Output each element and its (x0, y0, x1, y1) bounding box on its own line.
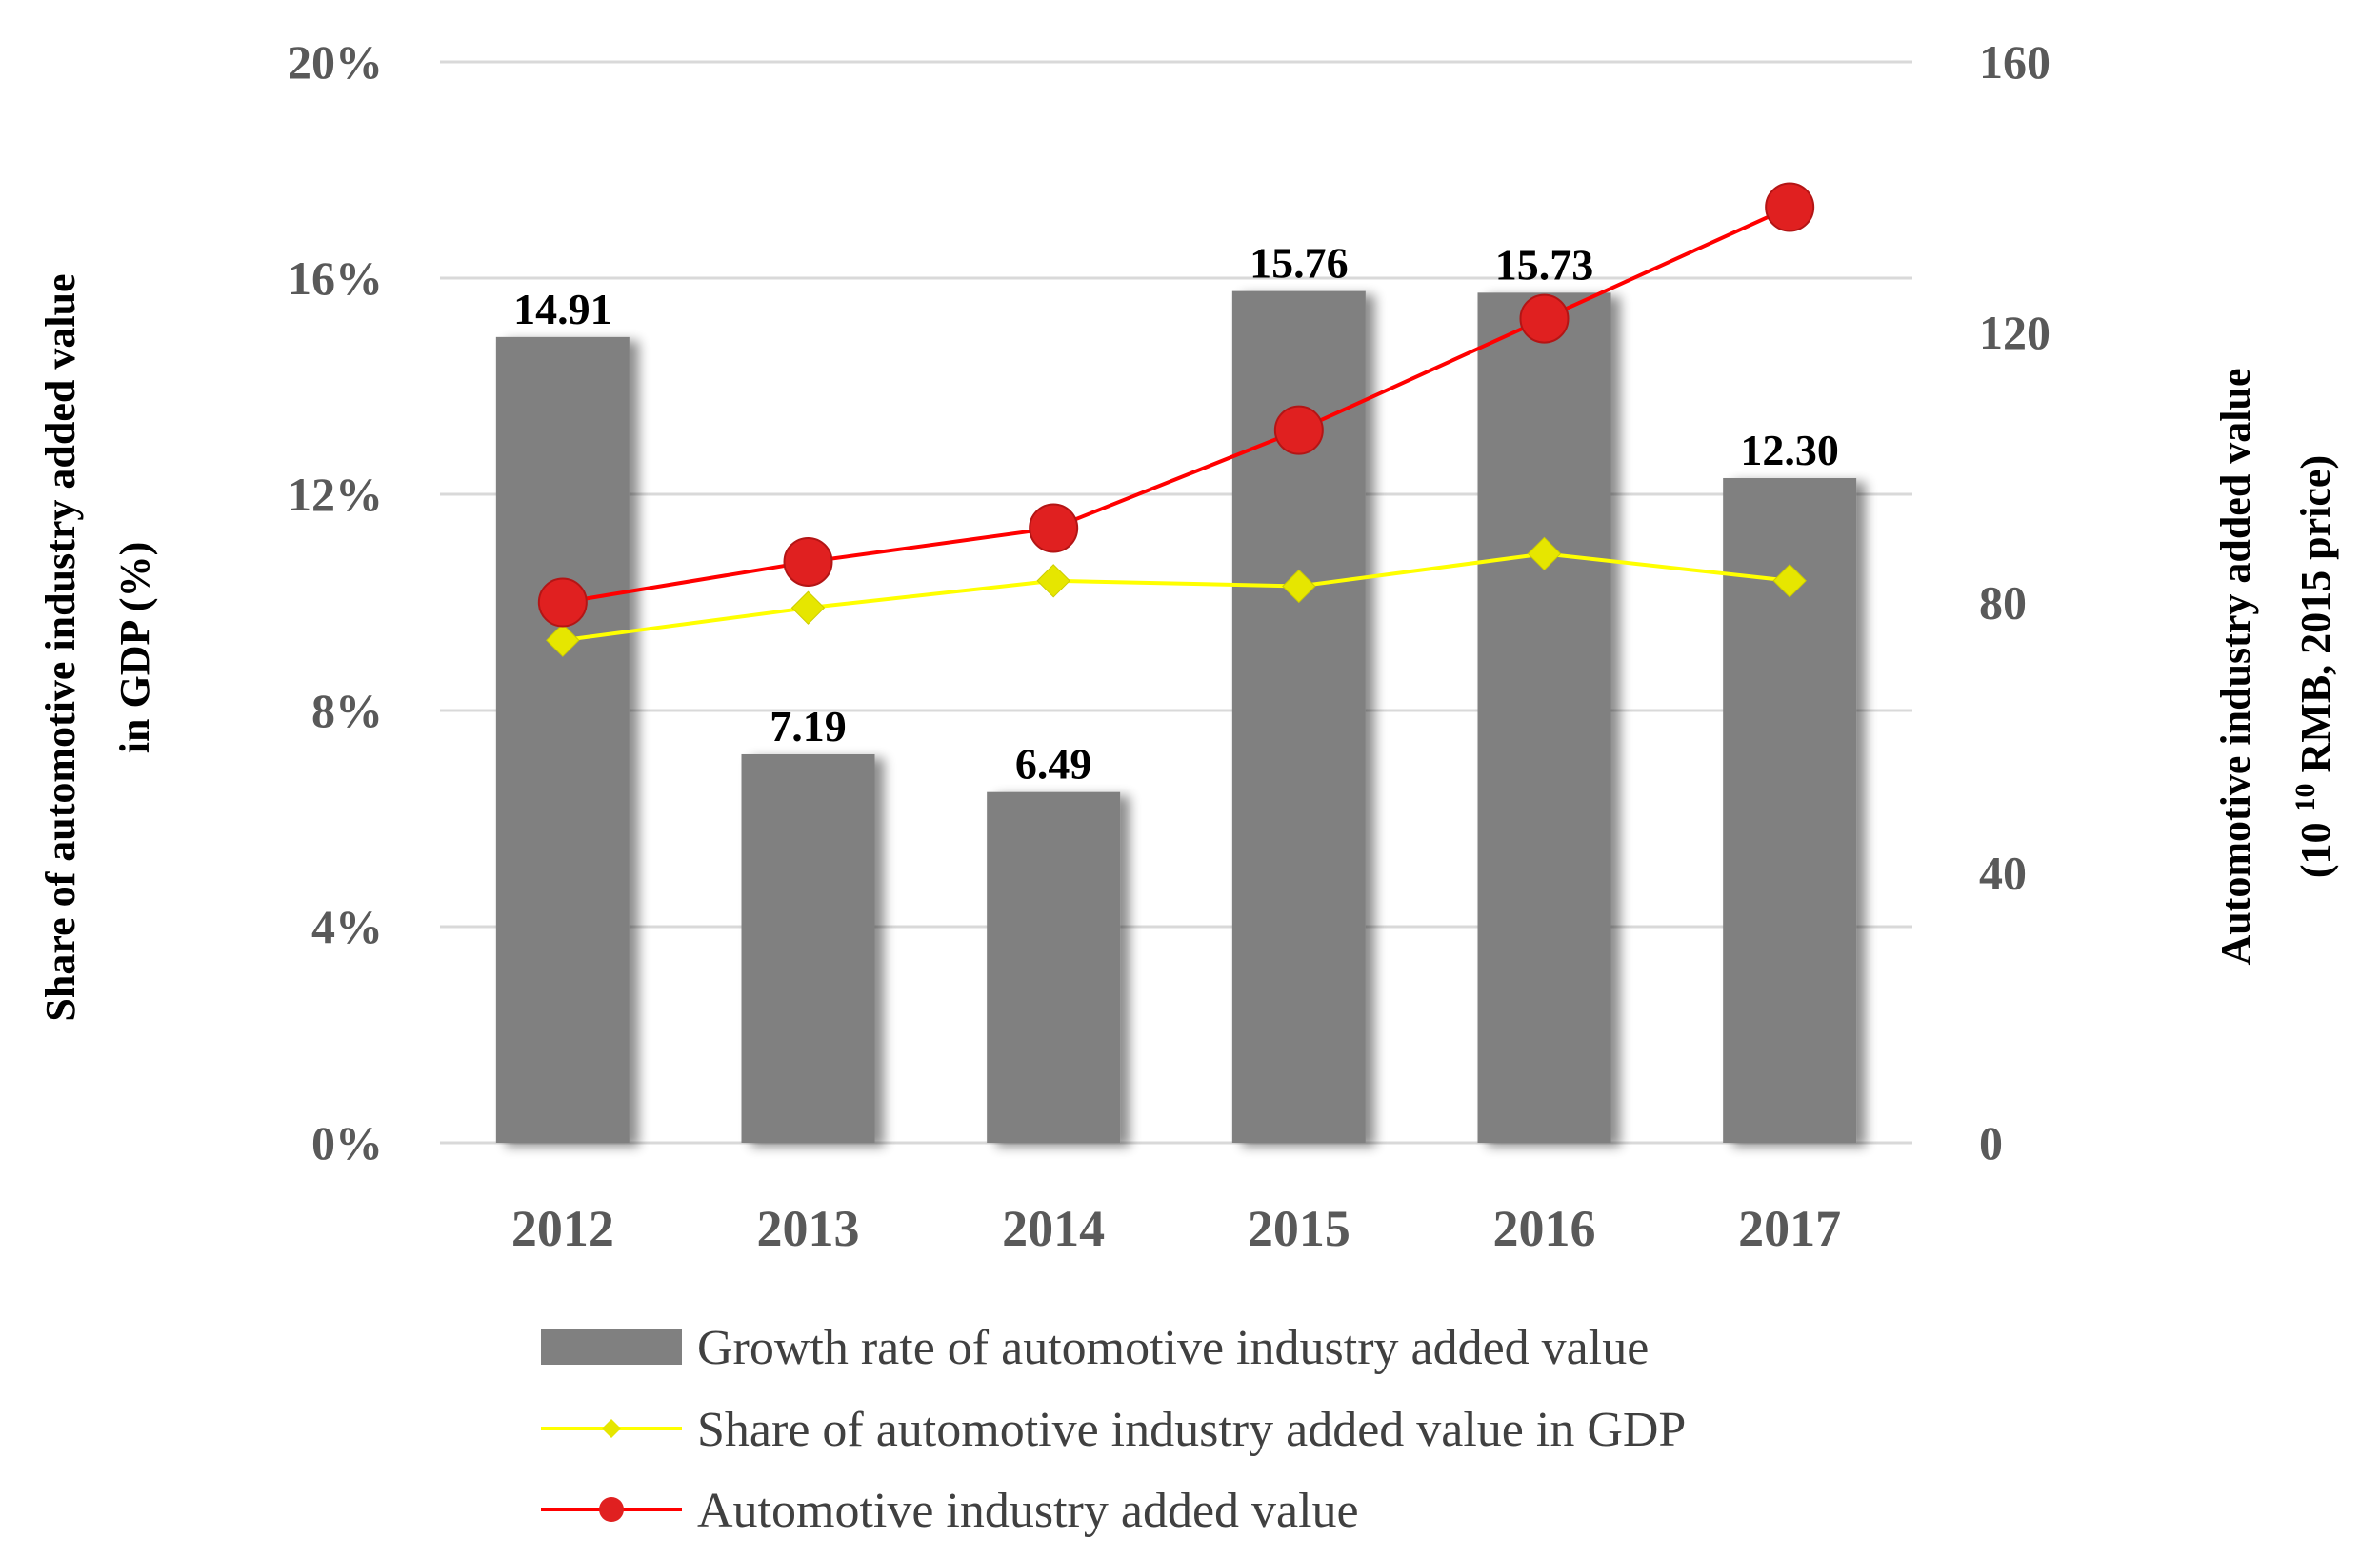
right-tick-label-2: 80 (1979, 576, 2027, 630)
x-tick-label-2014: 2014 (1002, 1200, 1105, 1257)
value-marker-2016 (1519, 293, 1570, 344)
x-tick-label-2013: 2013 (757, 1200, 860, 1257)
bar-2012 (495, 336, 630, 1143)
value-line-series (537, 182, 1815, 628)
right-tick-label-1: 40 (1979, 846, 2027, 899)
left-tick-label-5: 20% (288, 35, 383, 89)
value-line-path (562, 205, 1790, 605)
right-axis-title-suffix: RMB, 2015 price) (2292, 455, 2339, 784)
value-marker-2017 (1765, 182, 1815, 232)
left-tick-label-1: 4% (311, 900, 383, 953)
share-marker-2015 (1282, 569, 1316, 604)
legend: Growth rate of automotive industry added… (541, 1321, 1686, 1538)
left-axis-title-line2: in GDP (%) (111, 542, 158, 753)
right-tick-label-3: 120 (1979, 306, 2050, 359)
left-tick-label-2: 8% (311, 684, 383, 737)
share-line-series (546, 536, 1807, 657)
value-marker-2013 (783, 536, 833, 587)
left-tick-label-3: 12% (288, 468, 383, 521)
bar-label-2015: 15.76 (1250, 239, 1349, 288)
bar-label-2016: 15.73 (1495, 240, 1594, 289)
left-tick-label-4: 16% (288, 251, 383, 305)
right-axis-ticks: 0 40 80 120 160 (1979, 35, 2050, 1169)
x-axis-ticks: 2012 2013 2014 2015 2016 2017 (511, 1200, 1841, 1257)
bar-label-2012: 14.91 (513, 285, 612, 333)
right-tick-label-0: 0 (1979, 1116, 2003, 1169)
value-marker-2012 (537, 577, 588, 628)
bar-2016 (1477, 292, 1611, 1143)
legend-label-bar: Growth rate of automotive industry added… (697, 1321, 1649, 1375)
bar-series (495, 290, 1857, 1144)
right-axis-title-line2: (10 10 RMB, 2015 price) (2290, 455, 2340, 878)
left-tick-label-0: 0% (311, 1116, 383, 1169)
legend-swatch-bar (541, 1329, 682, 1365)
right-axis-title-line1: Automotive industry added value (2212, 368, 2259, 965)
share-marker-2017 (1772, 564, 1807, 598)
left-axis-ticks: 0% 4% 8% 12% 16% 20% (288, 35, 383, 1169)
x-tick-label-2012: 2012 (511, 1200, 614, 1257)
legend-swatch-value-marker (599, 1497, 624, 1522)
bar-label-2017: 12.30 (1740, 426, 1839, 474)
bar-2013 (741, 753, 875, 1143)
x-tick-label-2016: 2016 (1493, 1200, 1596, 1257)
value-marker-2014 (1029, 503, 1079, 553)
share-marker-2012 (546, 623, 580, 657)
legend-swatch-share-marker (602, 1419, 621, 1438)
share-marker-2014 (1036, 564, 1070, 598)
bar-2014 (987, 791, 1121, 1143)
legend-label-value: Automotive industry added value (697, 1484, 1359, 1538)
left-axis-title-line1: Share of automotive industry added value (37, 273, 84, 1021)
value-marker-2015 (1273, 405, 1324, 455)
right-axis-title-superscript: 10 (2290, 783, 2321, 811)
legend-label-share: Share of automotive industry added value… (697, 1403, 1686, 1457)
share-line-path (562, 551, 1790, 643)
bar-data-labels: 14.91 7.19 6.49 15.76 15.73 12.30 (513, 239, 1839, 789)
share-marker-2013 (790, 590, 826, 625)
bar-label-2014: 6.49 (1015, 740, 1092, 789)
x-tick-label-2015: 2015 (1248, 1200, 1350, 1257)
gridlines (440, 60, 1912, 1145)
right-axis-title-prefix: (10 (2292, 811, 2339, 878)
share-marker-2016 (1527, 536, 1562, 571)
bar-label-2013: 7.19 (770, 702, 847, 750)
right-tick-label-4: 160 (1979, 35, 2050, 89)
x-tick-label-2017: 2017 (1738, 1200, 1841, 1257)
